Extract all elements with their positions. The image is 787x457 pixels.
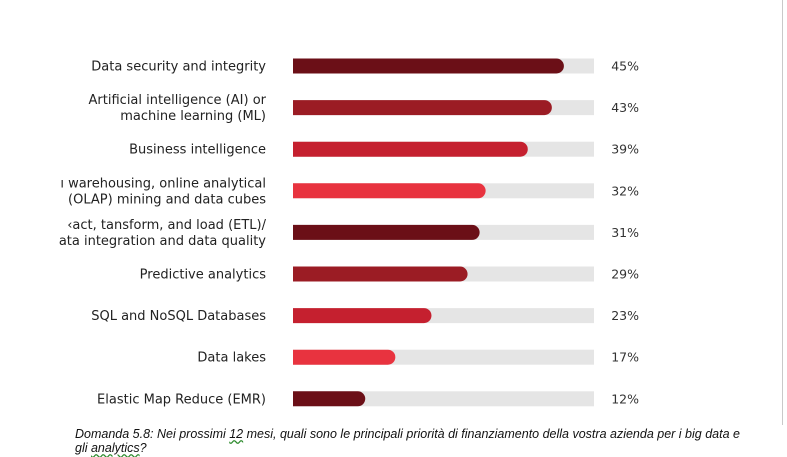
value-label: 31% [611, 225, 639, 240]
value-label: 43% [611, 100, 639, 115]
bar-chart: Data security and integrity 45% Artificial… [59, 58, 639, 407]
caption-text-end: ? [139, 441, 147, 455]
category-label: Artificial intelligence (AI) or machine l… [89, 93, 267, 124]
bar-track [293, 391, 594, 407]
caption-text-start: Domanda 5.8: Nei prossimi [75, 427, 230, 441]
bar [293, 183, 486, 199]
category-label: Data security and integrity [91, 60, 266, 75]
figure-caption: Domanda 5.8: Nei prossimi 12 mesi, quali… [75, 427, 755, 455]
value-label: 17% [611, 350, 639, 365]
bar [293, 141, 528, 157]
value-label: 32% [611, 183, 639, 198]
caption-squiggle-analytics: analytics [90, 441, 140, 455]
bar [293, 349, 396, 365]
category-label: Business intelligence [129, 143, 266, 158]
bar [293, 308, 432, 324]
category-label: Predictive analytics [140, 268, 267, 283]
bar [293, 266, 468, 282]
category-label: ı warehousing, online analytical (OLAP) m… [60, 176, 266, 207]
value-label: 39% [611, 142, 639, 157]
page-edge-rule [782, 0, 783, 425]
value-label: 12% [611, 391, 639, 406]
bar [293, 100, 552, 116]
value-label: 29% [611, 267, 639, 282]
category-label: SQL and NoSQL Databases [91, 309, 266, 324]
caption-text-middle: mesi, quali sono le principali priorità … [75, 427, 740, 455]
caption-squiggle-number: 12 [229, 427, 244, 441]
bar [293, 58, 564, 74]
category-label: Elastic Map Reduce (EMR) [97, 392, 266, 407]
value-label: 23% [611, 308, 639, 323]
value-label: 45% [611, 59, 639, 74]
bar [293, 224, 480, 240]
category-label: Data lakes [197, 351, 266, 366]
bar [293, 391, 366, 407]
category-label: ‹act, tansform, and load (ETL)/ata integ… [59, 218, 267, 249]
